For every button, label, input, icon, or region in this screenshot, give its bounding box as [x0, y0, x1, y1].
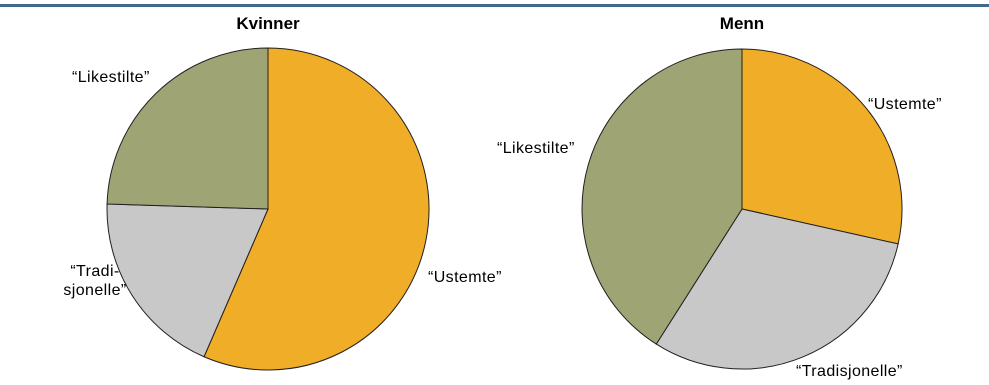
slice-label-line: “Likestilte”: [497, 140, 575, 157]
slice-menn-likestilte: [581, 48, 743, 345]
slice-label-menn-likestilte: “Likestilte”: [497, 140, 575, 157]
pie-chart-kvinner: Kvinner “Ustemte” “Tradi-sjonelle” “Likest…: [63, 14, 501, 371]
slice-label-kvinner-ustemte: “Ustemte”: [428, 269, 502, 286]
slice-label-line: “Tradi-: [70, 263, 119, 280]
slice-label-line: “Likestilte”: [72, 69, 150, 86]
labels-kvinner: “Ustemte” “Tradi-sjonelle” “Likestilte”: [63, 69, 501, 299]
pie-title-kvinner: Kvinner: [236, 14, 300, 33]
slice-label-line: “Tradisjonelle”: [796, 363, 903, 380]
slice-label-menn-ustemte: “Ustemte”: [868, 96, 942, 113]
slice-label-kvinner-tradisjonelle: “Tradi-sjonelle”: [63, 263, 126, 299]
pie-title-menn: Menn: [720, 14, 764, 33]
slice-label-line: “Ustemte”: [428, 269, 502, 286]
pie-chart-menn: Menn “Ustemte” “Tradisjonelle” “Likestilte…: [497, 14, 942, 380]
slice-label-line: sjonelle”: [63, 282, 126, 299]
slice-kvinner-likestilte: [106, 47, 269, 210]
top-rule: [0, 4, 989, 7]
slice-label-line: “Ustemte”: [868, 96, 942, 113]
slice-menn-ustemte: [741, 48, 903, 245]
slices-menn: [581, 48, 903, 370]
slice-label-kvinner-likestilte: “Likestilte”: [72, 69, 150, 86]
slice-kvinner-tradisjonelle: [106, 203, 269, 358]
slice-label-menn-tradisjonelle: “Tradisjonelle”: [796, 363, 903, 380]
labels-menn: “Ustemte” “Tradisjonelle” “Likestilte”: [497, 96, 942, 380]
slice-kvinner-ustemte: [203, 47, 430, 371]
slices-kvinner: [106, 47, 430, 371]
